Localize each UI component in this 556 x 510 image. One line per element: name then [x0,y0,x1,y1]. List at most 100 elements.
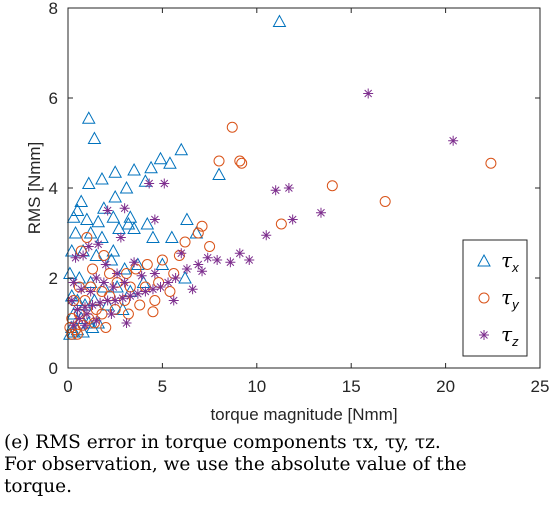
circle-point [164,286,176,297]
figure-caption: (e) RMS error in torque components τx, τ… [4,432,467,497]
asterisk-point [225,257,236,268]
asterisk-point [144,178,155,189]
asterisk-point [76,284,87,295]
triangle-point [66,210,81,223]
x-tick-label: 25 [531,377,550,396]
triangle-point [146,230,160,243]
asterisk-point [270,185,281,196]
asterisk-point [87,300,98,310]
asterisk-point [132,288,143,299]
triangle-point [91,214,106,228]
circle-point [122,308,134,320]
triangle-point [81,111,96,124]
asterisk-point [85,286,96,297]
triangle-point [127,162,141,176]
x-tick-label: 0 [63,377,72,396]
triangle-point [106,210,121,223]
x-tick-label: 20 [436,377,455,396]
circle-point [326,180,338,192]
circle-point [485,157,497,169]
asterisk-point [176,248,187,259]
circle-point [173,250,185,261]
asterisk-point [102,295,113,306]
asterisk-point [287,214,298,225]
circle-point [236,157,248,169]
asterisk-point [108,282,119,292]
asterisk-point [91,315,102,326]
circle-point [149,295,161,306]
asterisk-point [66,295,77,306]
triangle-point [212,167,226,180]
asterisk-point [78,250,89,261]
asterisk-point [68,277,79,288]
asterisk-point [202,252,213,263]
legend-box [462,239,528,357]
asterisk-point [155,282,166,292]
circle-point [196,220,208,232]
circle-point [64,322,76,333]
triangle-point [64,243,79,257]
triangle-point [127,221,141,234]
asterisk-point [106,309,117,319]
circle-point [71,328,83,340]
asterisk-point [110,295,121,306]
asterisk-point [112,268,123,279]
asterisk-point [168,295,179,306]
asterisk-point [119,203,130,214]
circle-point [100,322,112,333]
circle-point [81,232,93,243]
asterisk-point [98,277,109,288]
triangle-point [70,203,85,216]
y-tick-label: 4 [49,179,58,198]
triangle-point [272,14,287,27]
asterisk-point [72,304,83,315]
asterisk-point [163,277,174,288]
asterisk-point [170,273,181,283]
triangle-point [140,216,155,230]
triangle-point [108,189,123,203]
scatter-plot: 0 5 10 15 20 25 0 2 4 6 8 torque magnitude [Nmm] R… [25,0,550,424]
circle-point [156,254,168,266]
y-axis-label: RMS [Nmm] [25,142,44,235]
triangle-point [81,176,96,189]
legend-triangle-marker [477,253,491,267]
x-tick-label: 10 [247,377,266,396]
asterisk-point [187,284,198,295]
triangle-point [144,160,158,174]
asterisk-point [95,297,106,308]
triangle-point [138,174,153,187]
asterisk-point [119,277,130,288]
triangle-point [80,212,94,225]
circle-point [275,218,287,230]
asterisk-point [193,259,204,270]
plot-area [68,8,540,368]
asterisk-point [79,302,90,313]
triangle-point [85,320,100,333]
y-tick-label: 6 [49,89,58,108]
asterisk-point [140,286,151,297]
triangle-point [97,201,111,214]
circle-point [379,196,391,207]
triangle-point [174,142,189,156]
triangle-point [178,270,192,284]
triangle-point [153,151,168,165]
asterisk-point [74,313,85,324]
asterisk-point [149,214,160,225]
circle-point [204,241,216,252]
legend-circle-marker [478,292,490,304]
circle-point [134,299,146,311]
y-tick-label: 2 [49,269,58,288]
asterisk-point [102,205,113,216]
circle-point [98,250,110,261]
y-tick-label: 8 [49,0,58,18]
triangle-point [180,212,194,225]
asterisk-point [283,183,294,193]
x-tick-label: 5 [158,377,167,396]
asterisk-point [261,230,272,241]
asterisk-point [100,259,111,270]
triangle-point [87,131,102,144]
asterisk-point [117,293,128,304]
asterisk-point [197,266,208,277]
asterisk-point [81,309,92,319]
asterisk-point [159,178,170,189]
